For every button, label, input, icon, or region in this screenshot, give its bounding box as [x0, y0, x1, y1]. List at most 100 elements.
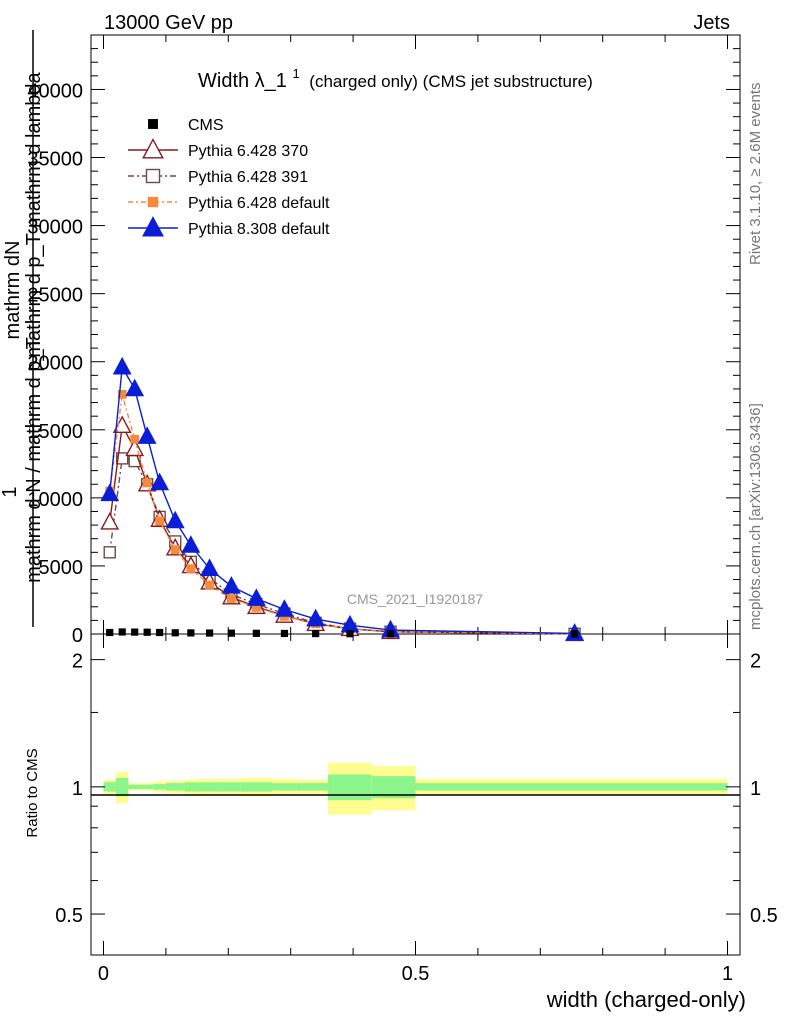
data-point [205, 629, 214, 637]
ratio-band-inner [415, 783, 728, 791]
data-point [100, 512, 120, 530]
data-point [148, 119, 158, 129]
data-point [386, 630, 395, 638]
data-point [205, 580, 214, 590]
y-axis-label: mathrm dN mathrm d p_T mathrm d lambda 1… [0, 30, 45, 627]
y-tick-label: 25000 [27, 285, 83, 307]
ratio-band-inner [128, 784, 141, 790]
legend: CMS Pythia 6.428 370 Pythia 6.428 391 Pythi… [128, 117, 330, 238]
data-point [103, 546, 116, 559]
series-p370 [100, 415, 585, 642]
data-point [571, 630, 579, 638]
axes: 0 5000 10000 15000 20000 25000 30000 35000 40000… [27, 35, 778, 985]
data-point [145, 168, 161, 184]
data-point [130, 434, 140, 444]
legend-entry-cms: CMS [148, 117, 224, 134]
data-point [312, 629, 320, 638]
ratio-tick-label: 0.5 [55, 905, 83, 927]
y-tick-label: 30000 [27, 217, 83, 239]
data-point [112, 356, 132, 375]
ratio-band-inner [103, 782, 116, 792]
ratio-band-inner [153, 784, 166, 790]
mcplots-label: mcplots.cern.ch [arXiv:1306.3436] [747, 403, 764, 630]
data-point [106, 628, 114, 637]
ratio-y-label: Ratio to CMS [24, 748, 41, 837]
ratio-band-inner [184, 782, 198, 792]
x-tick-label: 0.5 [402, 963, 430, 985]
data-point [142, 478, 152, 488]
data-point [142, 138, 164, 159]
title-main: Width λ_1 [198, 70, 287, 92]
ratio-band-inner [371, 776, 416, 799]
data-point [155, 516, 165, 526]
legend-label: Pythia 6.428 391 [188, 169, 308, 186]
data-point [275, 599, 294, 617]
legend-entry-p8: Pythia 8.308 default [128, 216, 330, 238]
legend-entry-p370: Pythia 6.428 370 [128, 138, 308, 160]
data-point [252, 629, 260, 637]
data-point [346, 630, 354, 638]
title-subtitle: (charged only) (CMS jet substructure) [309, 72, 592, 91]
y-tick-label: 20000 [27, 353, 83, 375]
series-line [109, 364, 575, 635]
rivet-label: Rivet 3.1.10, ≥ 2.6M events [747, 83, 764, 266]
ylabel-line-4: mathrm d N / mathrm d p_T [23, 337, 45, 583]
data-point [143, 628, 151, 636]
header-energy: 13000 GeV pp [104, 12, 233, 34]
data-point [221, 576, 241, 594]
series-cms [106, 628, 579, 638]
data-point [186, 564, 196, 574]
legend-label: Pythia 6.428 370 [188, 143, 308, 160]
ratio-band-inner [240, 782, 272, 792]
data-point [116, 452, 129, 465]
data-point [170, 545, 180, 554]
x-axis-label: width (charged-only) [546, 987, 746, 1012]
y-tick-label: 10000 [27, 489, 83, 511]
x-tick-label: 1 [722, 963, 733, 985]
data-point [117, 390, 127, 399]
analysis-watermark: CMS_2021_I1920187 [347, 591, 483, 607]
y-tick-label: 40000 [27, 80, 83, 102]
data-point [246, 588, 266, 606]
ratio-tick-label-right: 2 [750, 651, 761, 673]
legend-label: Pythia 6.428 default [188, 195, 330, 212]
header-category: Jets [693, 12, 730, 34]
x-tick-label: 0 [98, 963, 109, 985]
data-point [306, 608, 326, 627]
ratio-tick-label-right: 1 [750, 778, 761, 800]
data-point [227, 629, 236, 637]
data-point [171, 629, 179, 637]
data-point [156, 628, 164, 637]
chart-title: Width λ_1 1 (charged only) (CMS jet subs… [198, 61, 593, 92]
data-point [147, 196, 159, 208]
ratio-tick-label: 2 [72, 651, 83, 673]
series-line [109, 423, 575, 635]
y-tick-label: 0 [72, 625, 83, 647]
ratio-tick-label-right: 0.5 [750, 905, 778, 927]
data-point [251, 603, 261, 612]
title-superscript: 1 [293, 66, 300, 81]
legend-label: CMS [188, 117, 224, 134]
data-point [142, 216, 164, 237]
data-point [150, 472, 170, 491]
data-point [181, 535, 201, 553]
legend-entry-p391: Pythia 6.428 391 [128, 168, 308, 186]
svg-text:Width λ_1 1 (charg: Width λ_1 1 (charged only) (CMS jet subs… [198, 61, 593, 92]
data-point [280, 629, 289, 638]
series-p8 [100, 356, 585, 641]
ratio-band-inner [222, 782, 241, 792]
y-tick-label: 15000 [27, 421, 83, 443]
data-point [187, 629, 195, 637]
ratio-band-inner [140, 784, 154, 790]
series-line [109, 394, 575, 635]
ratio-tick-label: 1 [72, 778, 83, 800]
data-point [118, 628, 126, 636]
data-point [137, 426, 157, 444]
ratio-band-inner [165, 783, 185, 791]
data-point [131, 628, 139, 636]
data-point [227, 594, 236, 604]
ylabel-line-2: mathrm d p_T mathrm d lambda [23, 71, 45, 357]
data-point [200, 558, 219, 576]
ratio-band-inner [296, 783, 329, 791]
